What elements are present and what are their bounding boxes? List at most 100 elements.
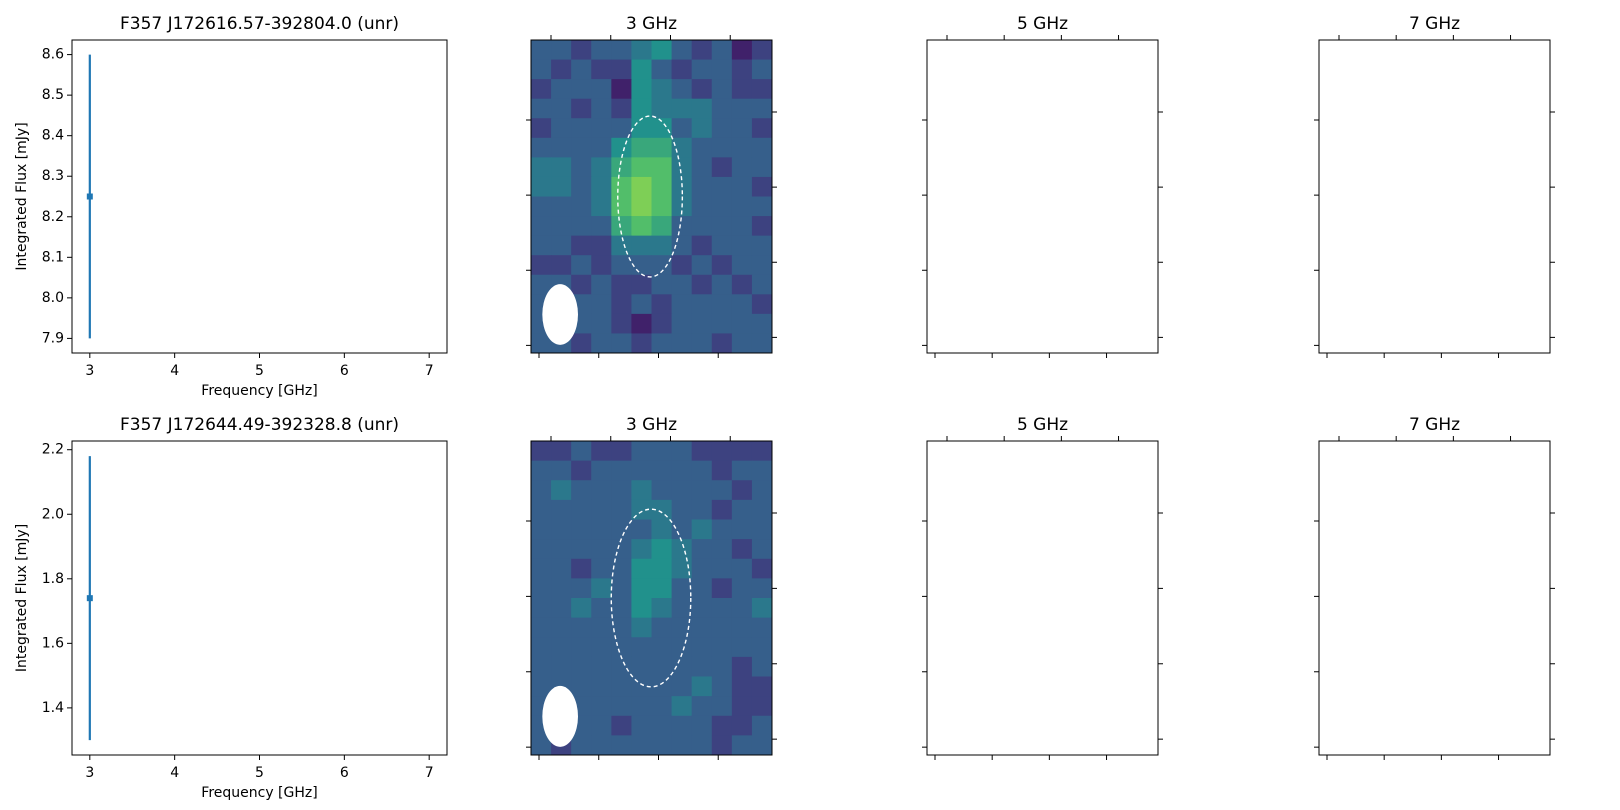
heatmap-cell [711, 499, 733, 520]
heatmap-cell [751, 157, 773, 178]
heatmap-cell [651, 735, 673, 756]
heatmap-cell [591, 539, 612, 560]
heatmap-cell [731, 235, 753, 256]
heatmap-cell [651, 696, 673, 717]
heatmap-cell [611, 558, 632, 579]
panel-title: 7 GHz [1409, 14, 1460, 34]
axes-frame [530, 39, 773, 354]
heatmap-cell [751, 79, 773, 100]
heatmap-cell [611, 480, 632, 501]
heatmap-cell [591, 79, 612, 100]
heatmap-cell [611, 637, 632, 658]
heatmap-cell [691, 676, 713, 697]
axes-frame [1318, 440, 1551, 756]
heatmap-cell [531, 637, 552, 658]
axes-frame [926, 39, 1159, 354]
heatmap-cell [611, 696, 632, 717]
heatmap-cell [551, 40, 572, 61]
heatmap-cell [671, 59, 693, 80]
heatmap-cell [651, 235, 673, 256]
heatmap-cell [611, 539, 632, 560]
x-tick-label: 7 [425, 765, 434, 781]
heatmap-cell [691, 460, 713, 481]
heatmap-cell [751, 294, 773, 315]
heatmap-cell [711, 196, 733, 217]
heatmap-cell [611, 735, 632, 756]
y-tick-label: 7.9 [42, 330, 64, 346]
heatmap-cell [531, 118, 552, 139]
heatmap-cell [671, 519, 693, 540]
heatmap-cell [651, 519, 673, 540]
heatmap-cell [591, 216, 612, 237]
heatmap-cell [651, 137, 673, 158]
heatmap-cell [551, 519, 572, 540]
heatmap-cell [531, 40, 552, 61]
heatmap-cell [631, 79, 652, 100]
heatmap-cell [691, 598, 713, 619]
heatmap-cell [691, 480, 713, 501]
heatmap-cell [611, 441, 632, 462]
heatmap-cell [691, 539, 713, 560]
heatmap-cell [631, 333, 652, 354]
y-tick-label: 8.1 [42, 249, 64, 265]
heatmap-cell [591, 656, 612, 677]
heatmap-cell [631, 118, 652, 139]
heatmap-cell [531, 519, 552, 540]
heatmap-cell [551, 157, 572, 178]
heatmap-cell [611, 274, 632, 295]
heatmap-cell [631, 196, 652, 217]
heatmap-cell [691, 519, 713, 540]
x-tick-label: 6 [340, 363, 349, 379]
heatmap-cell [751, 715, 773, 736]
heatmap-cell [731, 480, 753, 501]
heatmap-cell [651, 460, 673, 481]
heatmap-cell [671, 539, 693, 560]
heatmap-cell [531, 137, 552, 158]
heatmap-cell [671, 294, 693, 315]
heatmap-cell [651, 539, 673, 560]
heatmap-cell [751, 333, 773, 354]
heatmap-cell [731, 196, 753, 217]
heatmap-cell [571, 539, 592, 560]
heatmap-cell [711, 333, 733, 354]
heatmap-cell [671, 216, 693, 237]
data-point [86, 595, 93, 602]
x-tick-label: 6 [340, 765, 349, 781]
heatmap-cell [591, 98, 612, 119]
heatmap-cell [651, 98, 673, 119]
y-tick-label: 8.6 [42, 47, 64, 63]
heatmap-cell [751, 519, 773, 540]
heatmap-cell [651, 157, 673, 178]
heatmap-cell [751, 216, 773, 237]
heatmap-cell [691, 617, 713, 638]
heatmap-cell [691, 735, 713, 756]
y-tick-label: 1.8 [42, 571, 64, 587]
heatmap-cell [671, 137, 693, 158]
heatmap-cell [651, 196, 673, 217]
heatmap-cell [631, 255, 652, 276]
heatmap-cell [631, 40, 652, 61]
heatmap-cell [531, 558, 552, 579]
heatmap-cell [711, 460, 733, 481]
heatmap-cell [611, 98, 632, 119]
heatmap-cell [751, 539, 773, 560]
heatmap-cell [731, 578, 753, 599]
heatmap-cell [531, 274, 552, 295]
panel-title: F357 J172644.49-392328.8 (unr) [120, 415, 399, 435]
heatmap-cell [611, 676, 632, 697]
heatmap-cell [751, 735, 773, 756]
heatmap-cell [731, 637, 753, 658]
heatmap-cell [711, 176, 733, 197]
y-tick-label: 8.2 [42, 209, 64, 225]
heatmap-cell [671, 157, 693, 178]
y-tick-label: 1.4 [42, 700, 64, 716]
heatmap-cell [531, 598, 552, 619]
heatmap-cell [711, 79, 733, 100]
heatmap-cell [591, 294, 612, 315]
heatmap-cell [651, 441, 673, 462]
heatmap-cell [631, 313, 652, 334]
heatmap-cell [751, 558, 773, 579]
heatmap-cell [571, 480, 592, 501]
heatmap-cell [731, 676, 753, 697]
